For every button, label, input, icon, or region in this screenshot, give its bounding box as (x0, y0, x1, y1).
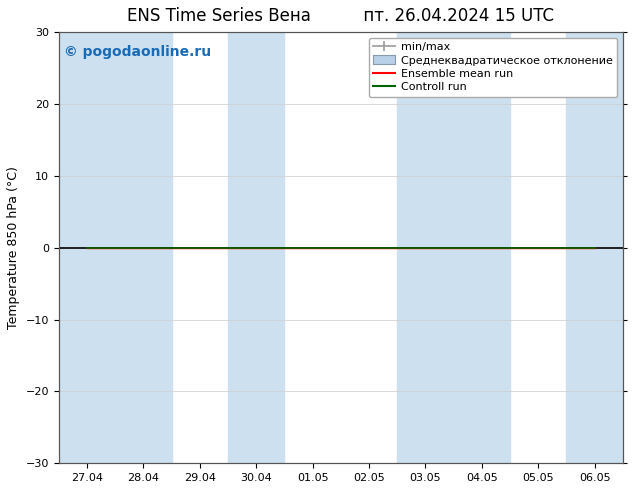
Bar (228, 32, 285, 464)
Bar (398, 32, 454, 464)
Bar (566, 32, 623, 464)
Legend: min/max, Среднеквадратическое отклонение, Ensemble mean run, Controll run: min/max, Среднеквадратическое отклонение… (369, 38, 618, 97)
Y-axis label: Temperature 850 hPa (°C): Temperature 850 hPa (°C) (7, 166, 20, 329)
Text: © pogodaonline.ru: © pogodaonline.ru (65, 45, 212, 59)
Title: ENS Time Series Вена          пт. 26.04.2024 15 UTC: ENS Time Series Вена пт. 26.04.2024 15 U… (127, 7, 554, 25)
Bar (59, 32, 115, 464)
Bar (115, 32, 172, 464)
Bar (454, 32, 510, 464)
